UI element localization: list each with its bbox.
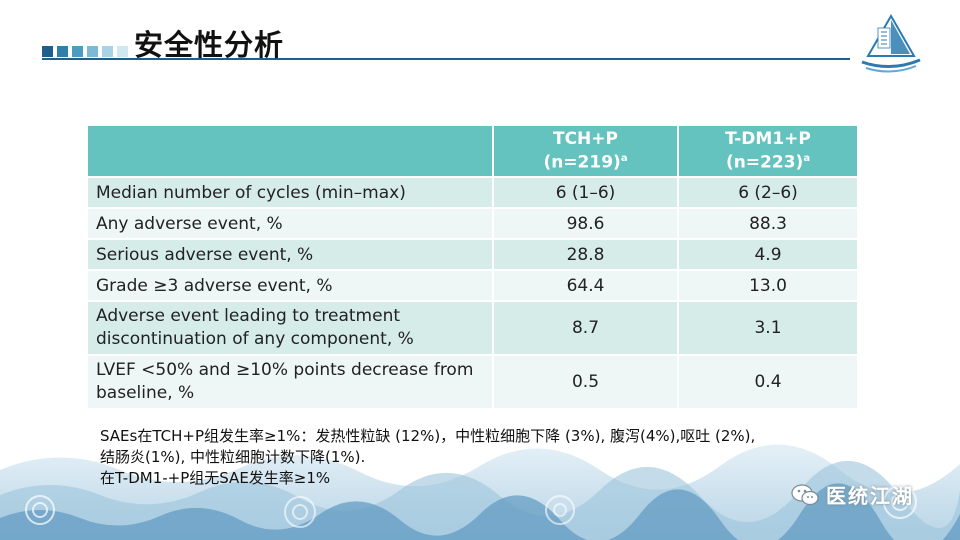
header-tdm1p-n: (n=223) [725, 152, 804, 173]
header-square [117, 46, 128, 57]
brand-watermark: 医统江湖 [790, 480, 914, 509]
table-header-row: TCH+P (n=219)a T-DM1+P (n=223)a [88, 126, 859, 178]
table-row: Serious adverse event, % 28.8 4.9 [88, 239, 859, 271]
slide-title: 安全性分析 [134, 28, 285, 62]
sailboat-logo-icon [861, 14, 921, 73]
row-label: Serious adverse event, % [88, 239, 494, 271]
notes-line: 在T-DM1-+P组无SAE发生率≥1% [100, 469, 331, 487]
table-row: LVEF <50% and ≥10% points decrease from … [88, 355, 859, 410]
row-value-tchp: 6 (1–6) [493, 177, 679, 209]
table-row: Median number of cycles (min–max) 6 (1–6… [88, 177, 859, 209]
row-value-tchp: 0.5 [493, 355, 679, 410]
header-tchp: TCH+P (n=219)a [493, 126, 679, 178]
notes-text: SAEs在TCH+P组发生率≥1%：发热性粒缺 (12%)，中性粒细胞下降 (3… [100, 426, 920, 489]
header-square [72, 46, 83, 57]
header-square [42, 46, 53, 57]
row-label: Adverse event leading to treatment disco… [88, 301, 494, 356]
table-row: Adverse event leading to treatment disco… [88, 301, 859, 356]
title-underline [42, 58, 850, 60]
header-squares [42, 46, 128, 57]
row-label: Any adverse event, % [88, 208, 494, 240]
row-value-tdm1p: 88.3 [678, 208, 859, 240]
header-square [102, 46, 113, 57]
row-label-line2: baseline, % [96, 383, 195, 403]
brand-name: 医统江湖 [826, 484, 914, 508]
row-label-line2: discontinuation of any component, % [96, 329, 414, 349]
wechat-icon [791, 483, 819, 505]
row-value-tchp: 64.4 [493, 270, 679, 302]
row-value-tdm1p: 6 (2–6) [678, 177, 859, 209]
header-tchp-sup: a [620, 153, 628, 165]
header-tdm1p-name: T-DM1+P [725, 129, 811, 150]
safety-table: TCH+P (n=219)a T-DM1+P (n=223)a Median n… [88, 126, 859, 410]
row-value-tdm1p: 13.0 [678, 270, 859, 302]
table-row: Grade ≥3 adverse event, % 64.4 13.0 [88, 270, 859, 302]
row-value-tchp: 98.6 [493, 208, 679, 240]
header-tchp-name: TCH+P [552, 129, 618, 150]
row-label: Median number of cycles (min–max) [88, 177, 494, 209]
row-value-tdm1p: 4.9 [678, 239, 859, 271]
wave-decoration [0, 444, 960, 540]
notes-line: SAEs在TCH+P组发生率≥1%：发热性粒缺 (12%)，中性粒细胞下降 (3… [100, 427, 756, 445]
row-value-tdm1p: 0.4 [678, 355, 859, 410]
row-label-line1: Adverse event leading to treatment [96, 306, 401, 326]
row-label-line1: LVEF <50% and ≥10% points decrease from [96, 360, 474, 380]
row-value-tdm1p: 3.1 [678, 301, 859, 356]
row-label: LVEF <50% and ≥10% points decrease from … [88, 355, 494, 410]
table-row: Any adverse event, % 98.6 88.3 [88, 208, 859, 240]
header-tchp-n: (n=219) [543, 152, 621, 173]
header-square [87, 46, 98, 57]
header-square [57, 46, 68, 57]
notes-line: 结肠炎(1%), 中性粒细胞计数下降(1%). [100, 448, 366, 466]
header-tdm1p-sup: a [803, 153, 811, 165]
safety-table-grid: TCH+P (n=219)a T-DM1+P (n=223)a Median n… [88, 126, 859, 410]
row-value-tchp: 8.7 [493, 301, 679, 356]
header-blank-cell [88, 126, 494, 178]
row-label: Grade ≥3 adverse event, % [88, 270, 494, 302]
header-tdm1p: T-DM1+P (n=223)a [678, 126, 859, 178]
row-value-tchp: 28.8 [493, 239, 679, 271]
